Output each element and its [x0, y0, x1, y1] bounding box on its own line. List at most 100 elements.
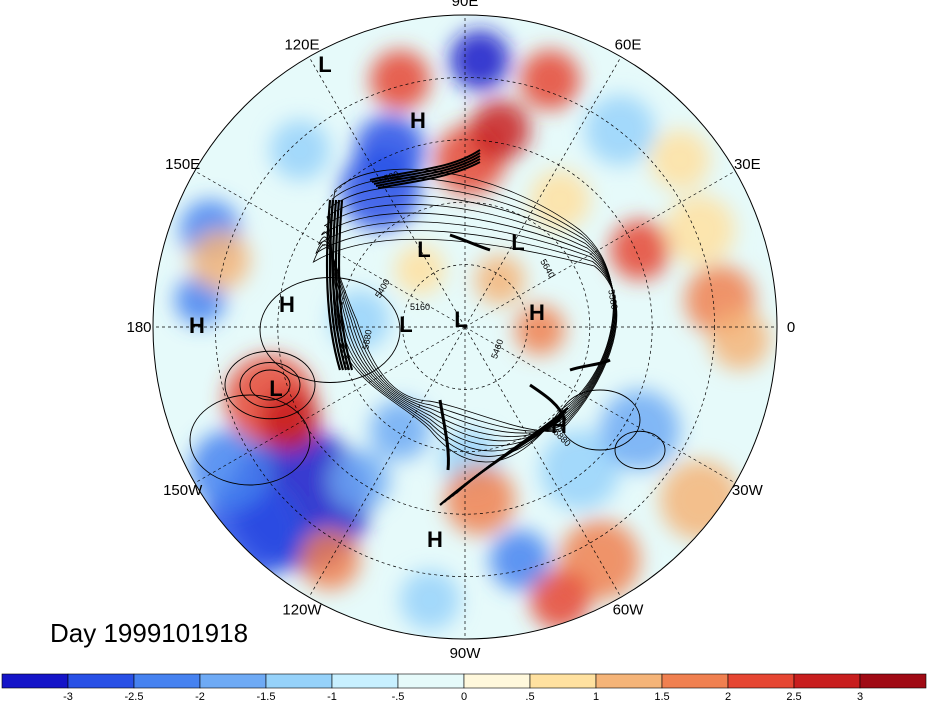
- contour-line: [259, 277, 401, 383]
- colorbar-tick-label: -2.5: [125, 691, 144, 702]
- longitude-label: 120E: [284, 37, 319, 54]
- contour-line: [371, 152, 481, 183]
- contour-line: [239, 362, 301, 408]
- low-pressure-marker: L: [417, 237, 430, 262]
- colorbar-swatch: [727, 673, 795, 689]
- anomaly-blob: [585, 95, 655, 165]
- contour-line: [334, 199, 351, 371]
- meridian-line: [464, 170, 736, 328]
- longitude-label: 60E: [615, 37, 642, 54]
- longitude-label: 90E: [452, 0, 479, 10]
- longitude-labels: 90E 60E 30E 0 30W 60W 90W 120W 150W 180 150E 120E: [126, 0, 795, 662]
- meridian-line: [464, 326, 622, 598]
- colorbar-tick-label: 1.5: [654, 691, 669, 702]
- contour-line: [559, 389, 641, 451]
- map-title: Day 1999101918: [50, 618, 249, 648]
- meridian-line: [194, 326, 466, 484]
- colorbar-tick-label: .5: [525, 691, 534, 702]
- longitude-label: 150E: [165, 156, 200, 173]
- longitude-label: 150W: [163, 482, 203, 499]
- colorbar-swatch: [133, 673, 201, 689]
- anomaly-blob: [710, 310, 770, 370]
- longitude-label: 0: [787, 319, 795, 336]
- contour-line: [569, 358, 611, 372]
- low-pressure-marker: L: [269, 376, 282, 401]
- colorbar: -3 -2.5 -2 -1.5 -1 -.5 0 .5 1 1.5 2 2.5 3: [1, 673, 927, 702]
- anomaly-blob: [445, 465, 515, 535]
- high-pressure-marker: H: [189, 313, 205, 338]
- anomaly-blob: [650, 130, 710, 190]
- low-pressure-marker: L: [511, 230, 524, 255]
- high-pressure-marker: H: [529, 300, 545, 325]
- contour-line: [331, 199, 348, 371]
- longitude-label: 60W: [613, 601, 645, 618]
- contour-line: [249, 369, 291, 401]
- meridian-line: [464, 326, 736, 484]
- contour-line: [330, 177, 615, 457]
- height-contours: [189, 149, 666, 506]
- colorbar-swatch: [595, 673, 663, 689]
- colorbar-swatch: [463, 673, 531, 689]
- anomaly-blob: [395, 245, 445, 295]
- meridian-line: [308, 326, 466, 598]
- contour-line: [224, 350, 316, 420]
- anomaly-blob: [490, 530, 550, 590]
- longitude-label: 30E: [734, 156, 761, 173]
- longitude-label: 90W: [450, 645, 482, 662]
- contour-value-label: 5880: [360, 329, 373, 350]
- longitude-label: 30W: [732, 482, 764, 499]
- anomaly-blob: [370, 50, 430, 110]
- colorbar-tick-label: 3: [857, 691, 863, 702]
- meridian-line: [464, 56, 622, 328]
- anomaly-blob: [475, 255, 525, 305]
- colorbar-tick-label: 0: [461, 691, 467, 702]
- longitude-label: 120W: [282, 601, 322, 618]
- colorbar-swatch: [859, 673, 927, 689]
- anomaly-blob: [190, 230, 250, 290]
- anomaly-blob: [530, 570, 590, 630]
- contour-line: [449, 233, 491, 252]
- colorbar-tick-label: 2: [725, 691, 731, 702]
- anomaly-blob: [600, 390, 680, 470]
- colorbar-swatch: [67, 673, 135, 689]
- low-pressure-marker: L: [318, 52, 331, 77]
- contour-line: [455, 407, 569, 494]
- anomaly-blob: [660, 460, 740, 540]
- colorbar-tick-label: 1: [593, 691, 599, 702]
- contour-line: [328, 199, 345, 371]
- anomaly-blob: [665, 195, 735, 265]
- anomaly-blob: [530, 170, 590, 230]
- colorbar-tick-label: -3: [63, 691, 73, 702]
- anomaly-blob: [260, 390, 320, 450]
- anomaly-blob: [300, 530, 360, 590]
- anomaly-blob: [470, 100, 530, 160]
- pressure-centers: L H L L L L H H H L H H: [189, 52, 567, 552]
- anomaly-blob: [340, 150, 420, 230]
- map-boundary: [152, 14, 778, 640]
- high-pressure-marker: H: [427, 527, 443, 552]
- colorbar-swatch: [331, 673, 399, 689]
- colorbar-tick-label: -.5: [392, 691, 405, 702]
- colorbar-swatch: [1, 673, 69, 689]
- colorbar-tick-label: -2: [195, 691, 205, 702]
- anomaly-blob: [610, 220, 670, 280]
- contour-line: [373, 155, 481, 185]
- colorbar-tick-label: -1: [327, 691, 337, 702]
- colorbar-swatch: [661, 673, 729, 689]
- low-pressure-marker: L: [399, 312, 412, 337]
- colorbar-swatch: [397, 673, 465, 689]
- anomaly-blob: [190, 430, 270, 510]
- colorbar-swatch: [793, 673, 861, 689]
- high-pressure-marker: H: [410, 108, 426, 133]
- contour-value-label: 5160: [410, 302, 430, 312]
- anomaly-blob: [270, 120, 330, 180]
- contour-line: [375, 158, 481, 187]
- contour-line: [337, 199, 354, 371]
- contour-line: [330, 168, 614, 463]
- colorbar-swatch: [199, 673, 267, 689]
- high-pressure-marker: H: [279, 292, 295, 317]
- anomaly-blob: [370, 400, 430, 460]
- anomaly-blob: [515, 305, 565, 355]
- contour-line: [325, 199, 342, 371]
- contour-line: [189, 394, 311, 486]
